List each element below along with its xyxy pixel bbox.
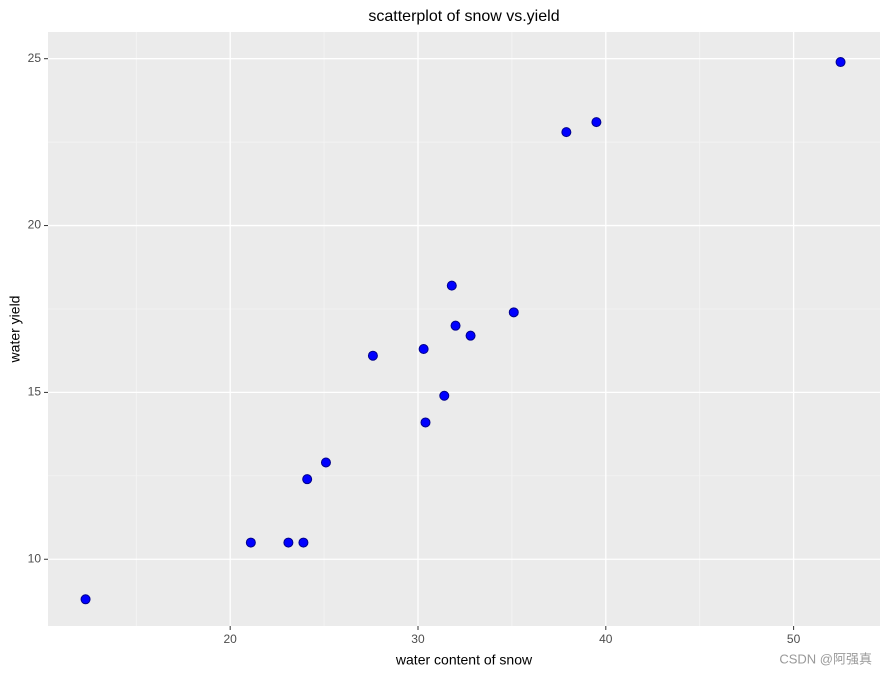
plot-panel [48,32,880,626]
point [418,344,429,355]
point [465,330,476,341]
point [320,457,331,468]
watermark: CSDN @阿强真 [779,651,872,666]
x-axis-label: water content of snow [395,652,533,668]
point [283,537,294,548]
x-tick-label: 50 [787,632,801,646]
y-tick-label: 15 [28,385,42,399]
point [439,390,450,401]
y-axis-label: water yield [7,296,23,364]
x-tick-label: 20 [223,632,237,646]
point [302,474,313,485]
point [245,537,256,548]
y-tick-label: 20 [28,218,42,232]
point [508,307,519,318]
chart-title: scatterplot of snow vs.yield [368,8,559,25]
point [446,280,457,291]
point [450,320,461,331]
y-tick-label: 25 [28,51,42,65]
point [80,594,91,605]
x-tick-label: 30 [411,632,425,646]
point [420,417,431,428]
y-tick-label: 10 [28,551,42,565]
point [367,350,378,361]
point [561,127,572,138]
point [835,57,846,68]
point [591,117,602,128]
point [298,537,309,548]
x-tick-label: 40 [599,632,613,646]
